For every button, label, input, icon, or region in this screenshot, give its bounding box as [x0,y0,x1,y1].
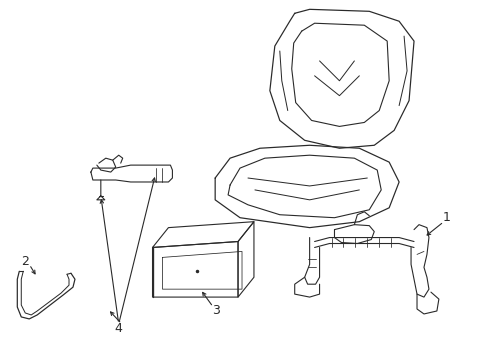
Text: 2: 2 [21,255,29,268]
Text: 4: 4 [115,322,122,336]
Text: 3: 3 [212,305,220,318]
Text: 1: 1 [442,211,450,224]
